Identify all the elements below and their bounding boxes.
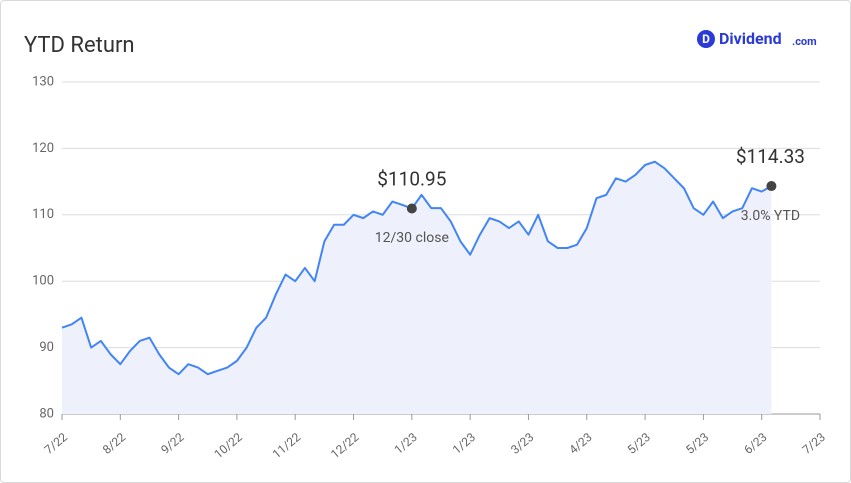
x-tick-label: 7/22 bbox=[42, 430, 70, 457]
area bbox=[62, 161, 772, 414]
logo: D Dividend .com bbox=[697, 29, 817, 48]
logo-suffix: .com bbox=[792, 35, 817, 48]
x-tick-label: 7/23 bbox=[800, 430, 828, 457]
point-marker bbox=[406, 203, 417, 214]
chart-title: YTD Return bbox=[24, 33, 135, 58]
x-tick-label: 1/23 bbox=[392, 430, 420, 457]
annotation-note: 3.0% YTD bbox=[741, 208, 800, 224]
logo-mark: D bbox=[702, 32, 710, 46]
x-tick-label: 5/23 bbox=[625, 430, 653, 457]
logo-name: Dividend bbox=[719, 29, 782, 48]
x-tick-label: 1/23 bbox=[450, 430, 478, 457]
y-tick-label: 130 bbox=[32, 74, 54, 89]
y-tick-label: 120 bbox=[32, 141, 54, 156]
logo-circle bbox=[697, 30, 715, 48]
x-tick-label: 10/22 bbox=[211, 430, 245, 461]
x-tick-label: 5/23 bbox=[683, 430, 711, 457]
y-tick-label: 80 bbox=[39, 406, 54, 421]
x-tick-label: 9/22 bbox=[158, 430, 186, 457]
y-tick-label: 90 bbox=[39, 340, 54, 355]
x-tick-label: 6/23 bbox=[741, 430, 769, 457]
y-tick-label: 110 bbox=[32, 207, 54, 222]
annotation-value: $110.95 bbox=[377, 168, 446, 191]
annotation-note: 12/30 close bbox=[375, 230, 449, 246]
line bbox=[61, 160, 772, 376]
x-tick-label: 4/23 bbox=[566, 430, 594, 457]
x-tick-label: 12/22 bbox=[328, 430, 362, 461]
annotation-value: $114.33 bbox=[736, 145, 805, 168]
x-tick-label: 11/22 bbox=[270, 430, 304, 461]
y-tick-label: 100 bbox=[32, 274, 54, 289]
x-tick-label: 3/23 bbox=[508, 430, 536, 457]
x-tick-label: 8/22 bbox=[100, 430, 128, 457]
point-marker bbox=[766, 181, 777, 192]
